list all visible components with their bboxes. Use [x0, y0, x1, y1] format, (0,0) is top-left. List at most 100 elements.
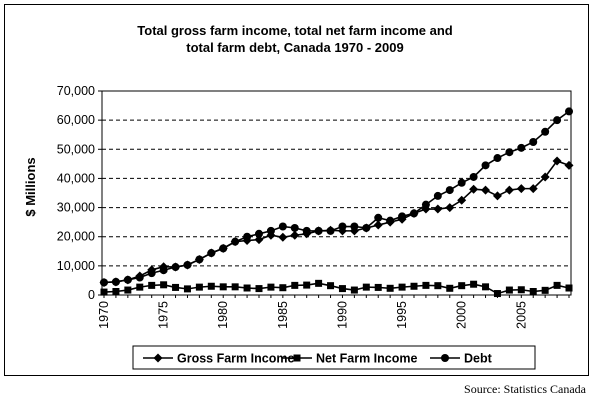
- gross-farm-income-point: [516, 184, 526, 194]
- x-tick-label: 2000: [455, 301, 469, 329]
- net-farm-income-point: [565, 284, 573, 292]
- debt-point: [255, 229, 263, 238]
- y-tick-label: 70,000: [57, 84, 95, 98]
- gross-farm-income-point: [469, 184, 479, 194]
- gross-farm-income-point: [433, 204, 443, 214]
- net-farm-income-point: [148, 281, 156, 289]
- gross-farm-income-point: [540, 172, 550, 182]
- net-farm-income-series: [100, 279, 573, 298]
- debt-point: [159, 266, 168, 275]
- net-farm-income-point: [315, 279, 323, 287]
- legend-label: Net Farm Income: [316, 352, 417, 366]
- debt-point: [243, 232, 252, 241]
- debt-point: [565, 107, 573, 116]
- source-note: Source: Statistics Canada: [464, 382, 586, 396]
- debt-point: [517, 143, 526, 152]
- legend-box: [132, 345, 536, 370]
- gross-farm-income-point: [290, 230, 300, 240]
- legend-item-net-farm-income: Net Farm Income: [282, 352, 417, 366]
- debt-point: [195, 255, 204, 264]
- debt-point: [457, 178, 466, 187]
- net-farm-income-point: [219, 283, 227, 291]
- debt-point: [171, 263, 180, 272]
- net-farm-income-point: [160, 281, 168, 289]
- legend-label: Debt: [464, 352, 493, 366]
- legend-marker: [153, 353, 163, 363]
- x-tick-label: 1990: [335, 301, 349, 329]
- gross-farm-income-point: [254, 235, 264, 245]
- net-farm-income-point: [100, 288, 108, 296]
- net-farm-income-point: [434, 282, 442, 290]
- debt-line: [103, 110, 570, 284]
- debt-point: [111, 277, 120, 286]
- debt-point: [541, 127, 550, 136]
- debt-point: [314, 226, 323, 235]
- legend: Gross Farm Income Net Farm Income Debt: [143, 352, 493, 366]
- grid: [102, 119, 571, 267]
- debt-point: [445, 186, 454, 195]
- legend-marker: [293, 354, 301, 362]
- debt-series: [100, 107, 573, 287]
- net-farm-income-point: [267, 283, 275, 291]
- debt-point: [493, 154, 502, 163]
- net-farm-income-point: [279, 284, 287, 292]
- debt-point: [410, 209, 418, 218]
- debt-point: [374, 213, 383, 222]
- gross-farm-income-point: [504, 185, 514, 195]
- net-farm-income-point: [470, 280, 478, 288]
- debt-point: [505, 148, 514, 157]
- debt-point: [278, 222, 287, 231]
- debt-point: [100, 278, 108, 287]
- y-axis-ticks: 0 10,000 20,000 30,000 40,000 50,000 60,000 70,…: [57, 84, 102, 302]
- y-tick-label: 20,000: [57, 230, 95, 244]
- debt-point: [529, 138, 538, 146]
- debt-point: [290, 223, 299, 232]
- debt-point: [207, 249, 216, 258]
- net-farm-income-point: [553, 281, 561, 289]
- y-tick-label: 40,000: [57, 171, 95, 185]
- net-farm-income-point: [303, 281, 311, 289]
- y-tick-label: 50,000: [57, 142, 95, 156]
- net-farm-income-point: [398, 283, 406, 291]
- net-farm-income-point: [291, 281, 299, 289]
- gross-farm-income-point: [481, 185, 491, 195]
- series-layer: [99, 107, 574, 298]
- y-tick-label: 0: [88, 288, 95, 302]
- legend-item-gross-farm-income: Gross Farm Income: [143, 352, 294, 366]
- gross-farm-income-point: [528, 184, 538, 194]
- gross-farm-income-point: [445, 203, 455, 213]
- y-axis-label: $ Millions: [23, 157, 38, 216]
- net-farm-income-point: [243, 284, 251, 292]
- net-farm-income-point: [112, 288, 120, 296]
- net-farm-income-point: [541, 286, 549, 294]
- debt-point: [231, 237, 240, 246]
- gross-farm-income-point: [552, 156, 562, 166]
- legend-label: Gross Farm Income: [177, 352, 294, 366]
- y-tick-label: 60,000: [57, 113, 95, 127]
- net-farm-income-point: [458, 282, 466, 290]
- net-farm-income-point: [386, 284, 394, 292]
- debt-point: [469, 172, 478, 181]
- legend-item-debt: Debt: [430, 352, 493, 366]
- gross-farm-income-point: [373, 220, 383, 230]
- net-farm-income-point: [172, 283, 180, 291]
- net-farm-income-point: [505, 286, 513, 294]
- chart-title-line-2: total farm debt, Canada 1970 - 2009: [186, 40, 403, 55]
- x-axis-ticks: 1970 1975 1980 1985 1990 1995 2000 2005: [97, 295, 570, 329]
- debt-point: [302, 226, 311, 235]
- net-farm-income-point: [422, 281, 430, 289]
- debt-point: [481, 161, 490, 170]
- debt-point: [433, 191, 442, 200]
- gross-farm-income-point: [492, 191, 502, 201]
- x-tick-label: 1975: [157, 301, 171, 329]
- net-farm-income-point: [136, 283, 144, 291]
- net-farm-income-point: [195, 283, 203, 291]
- x-tick-label: 1995: [395, 301, 409, 329]
- net-farm-income-point: [327, 282, 335, 290]
- debt-point: [266, 226, 275, 235]
- debt-point: [338, 222, 347, 231]
- debt-point: [350, 222, 359, 231]
- debt-point: [362, 223, 371, 232]
- debt-point: [326, 226, 335, 235]
- net-farm-income-point: [529, 288, 537, 296]
